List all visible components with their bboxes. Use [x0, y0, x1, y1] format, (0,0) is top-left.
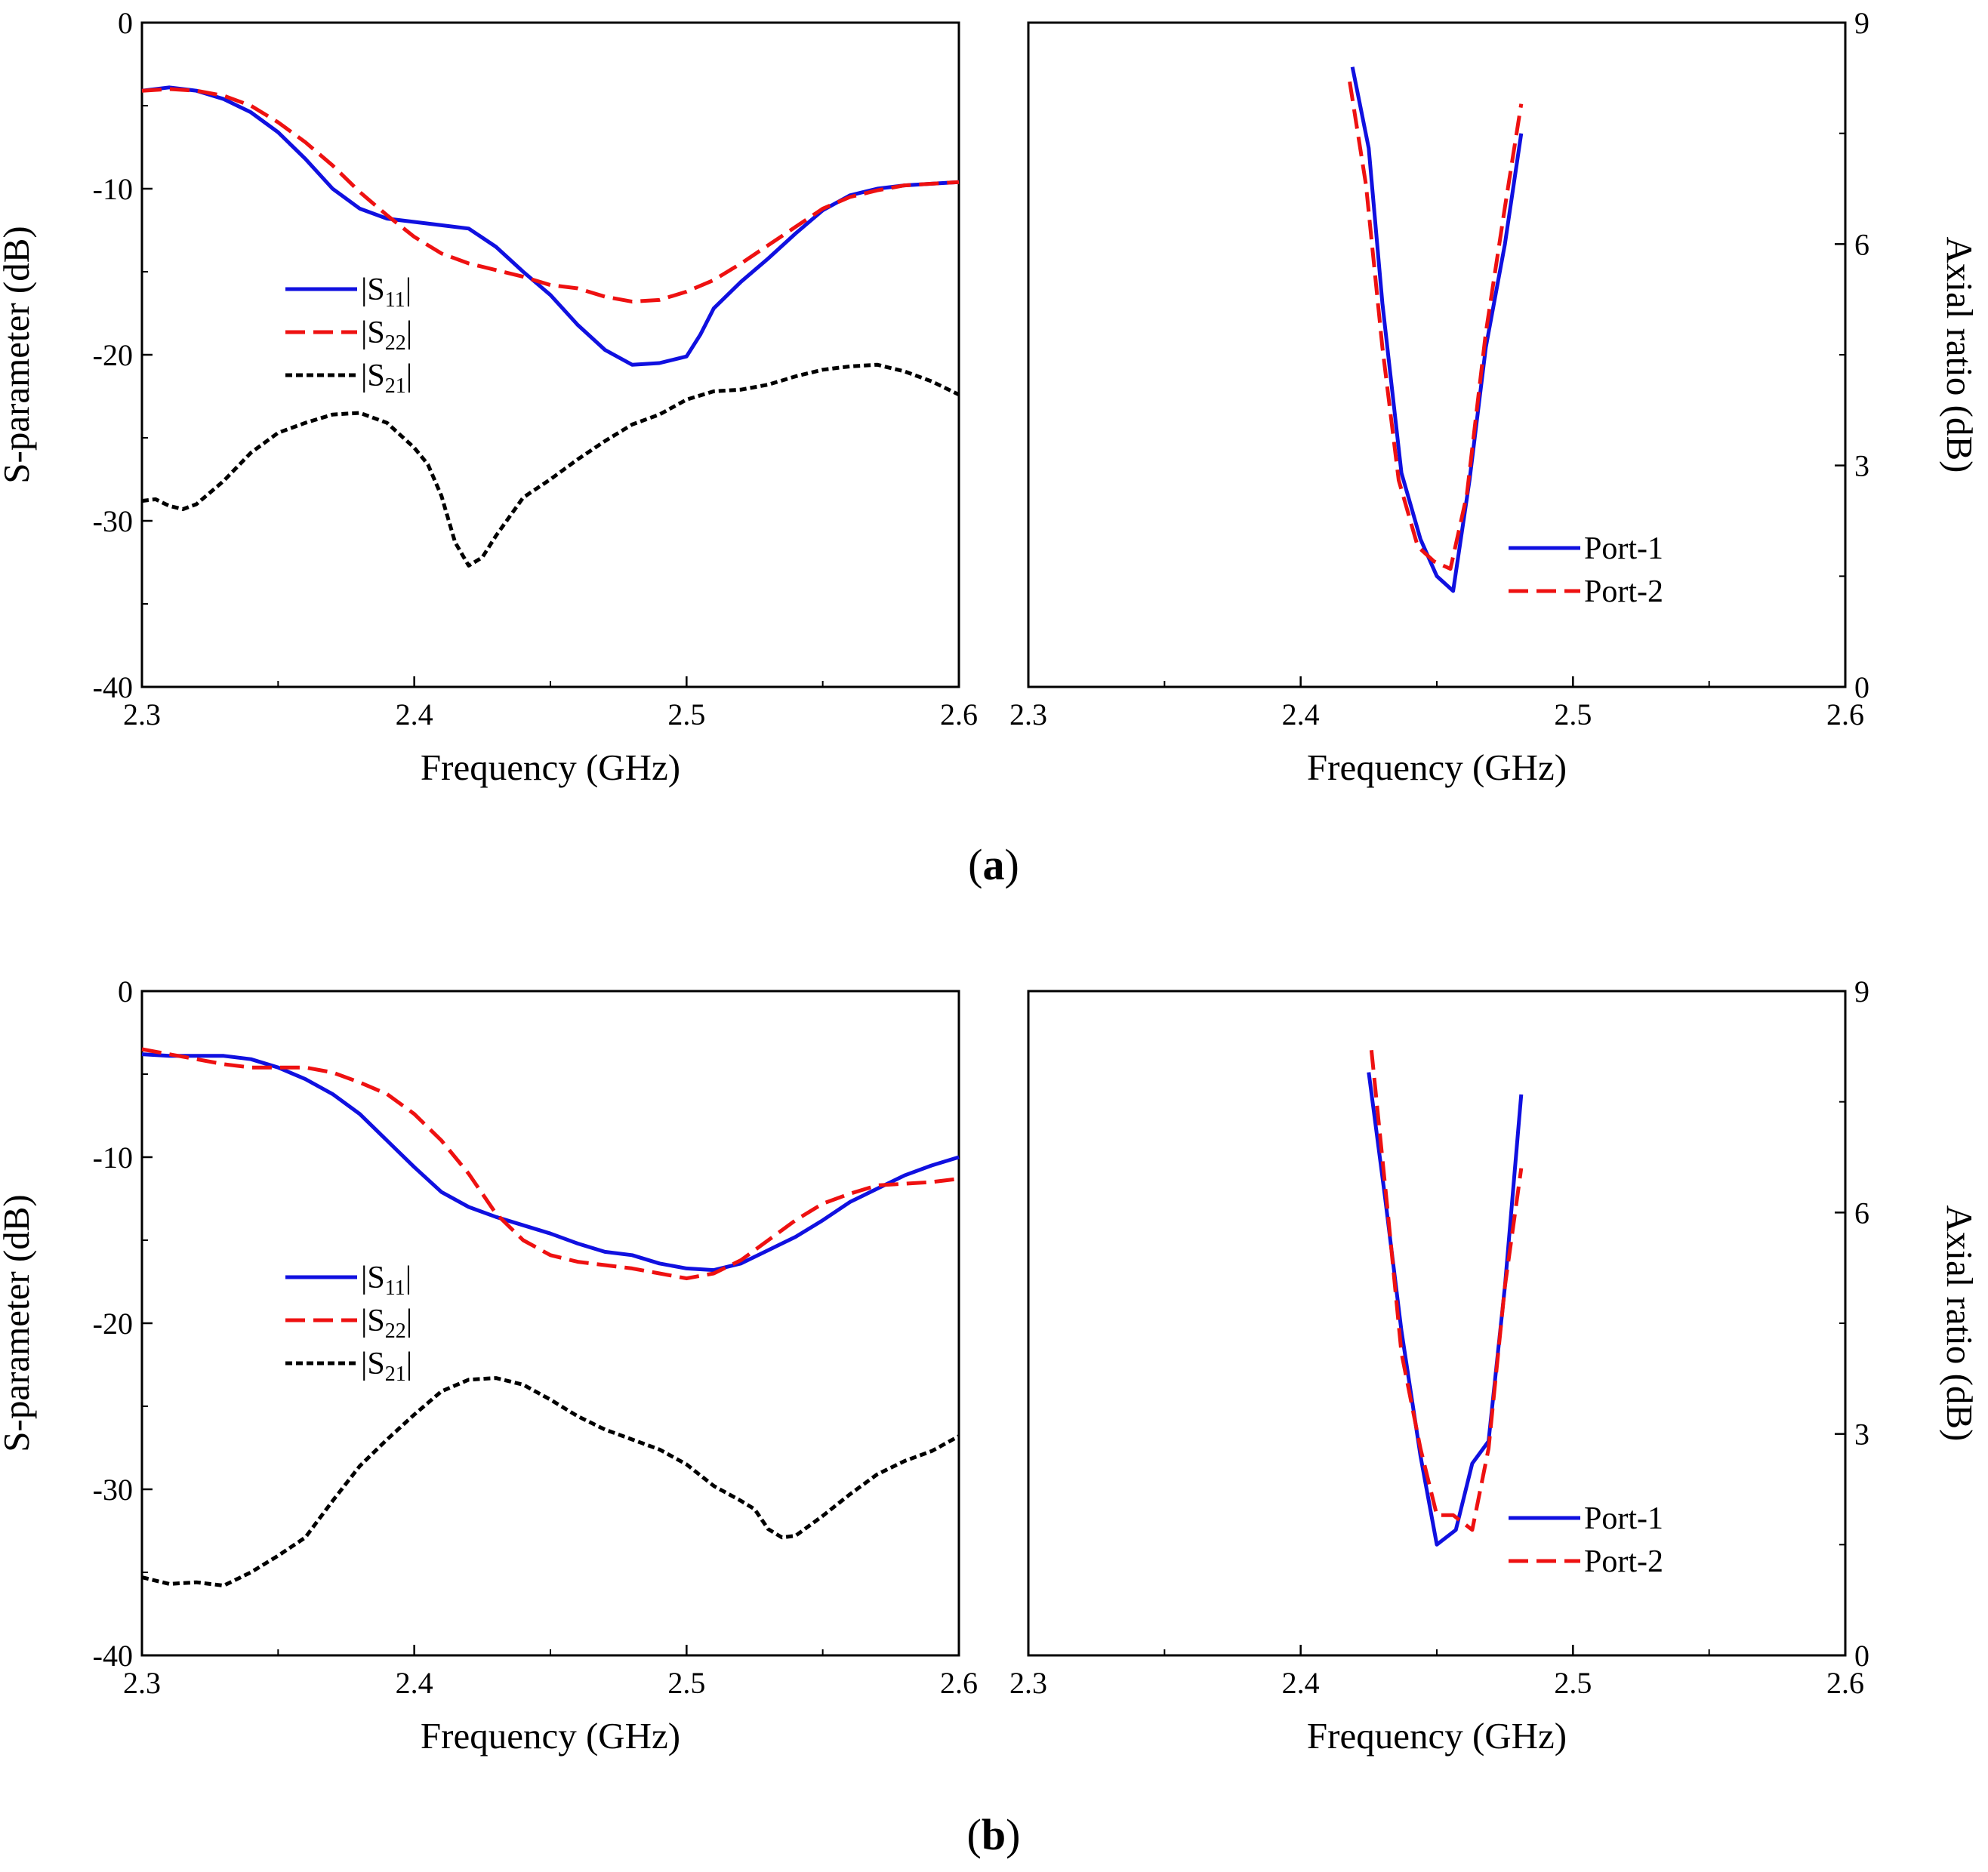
x-tick-label: 2.4: [1282, 697, 1320, 731]
series-line: [1367, 1072, 1524, 1547]
x-axis-title: Frequency (GHz): [1307, 1715, 1567, 1757]
x-tick-label: 2.4: [1282, 1666, 1320, 1700]
series-line: [141, 1376, 960, 1588]
panel-b-axial: 2.3 2.4 2.5 2.60 3 6 9 Frequency (GHz) Axial rat…: [1009, 974, 1980, 1757]
x-tick-label: 2.3: [123, 1666, 161, 1700]
panel-b-sparam: 2.3 2.4 2.5 2.6 0 -10 -20 -30 -40 Frequency (GHz)…: [0, 974, 978, 1757]
y-axis-title: S-parameter (dB): [0, 226, 37, 484]
x-axis-title: Frequency (GHz): [421, 1715, 680, 1757]
y-tick-label: 6: [1854, 227, 1869, 261]
plot-frame: [140, 990, 960, 1657]
x-tick-label: 2.3: [1009, 1666, 1047, 1700]
y-tick-label: 0: [118, 974, 133, 1008]
x-tick-label: 2.3: [1009, 697, 1047, 731]
x-axis-title: Frequency (GHz): [1307, 747, 1567, 788]
legend-label: |S11|: [361, 272, 411, 312]
x-tick-label: 2.4: [396, 697, 433, 731]
y-tick-label: -20: [93, 1307, 133, 1341]
y-tick-label: 9: [1854, 974, 1869, 1008]
panel-label-b: (b): [967, 1810, 1021, 1859]
panel-a-axial: 2.3 2.4 2.5 2.60 3 6 9 Frequency (GHz) Axial rat…: [1009, 6, 1980, 788]
y-tick-label: -10: [93, 1141, 133, 1175]
y-tick-label: 3: [1854, 449, 1869, 483]
x-tick-label: 2.6: [940, 697, 978, 731]
legend-label: |S21|: [361, 359, 412, 398]
y-tick-label: -10: [93, 172, 133, 206]
x-tick-label: 2.6: [1826, 697, 1864, 731]
y-tick-label: -20: [93, 338, 133, 372]
legend-label: Port-1: [1584, 1501, 1663, 1536]
x-tick-label: 2.5: [667, 1666, 705, 1700]
x-tick-label: 2.5: [667, 697, 705, 731]
x-tick-label: 2.4: [396, 1666, 433, 1700]
series-line: [1348, 81, 1524, 571]
y-axis-title: Axial ratio (dB): [1939, 237, 1980, 473]
series-line: [141, 362, 960, 568]
y-tick-label: -30: [93, 504, 133, 538]
y-axis-title: Axial ratio (dB): [1939, 1205, 1980, 1442]
legend-label: Port-2: [1584, 1544, 1663, 1579]
legend-label: |S11|: [361, 1261, 411, 1300]
x-tick-label: 2.5: [1554, 1666, 1592, 1700]
series-line: [1350, 66, 1524, 593]
y-tick-label: 9: [1854, 6, 1869, 40]
series-line: [1369, 1049, 1524, 1532]
legend-label: |S22|: [361, 316, 412, 355]
y-tick-label: -30: [93, 1473, 133, 1507]
legend-label: |S21|: [361, 1347, 412, 1386]
y-axis-title: S-parameter (dB): [0, 1194, 37, 1452]
x-tick-label: 2.6: [1826, 1666, 1864, 1700]
y-tick-label: 3: [1854, 1418, 1869, 1452]
x-axis-title: Frequency (GHz): [421, 747, 680, 788]
panel-a-sparam: 2.3 2.4 2.5 2.6 0 -10 -20 -30 -40 Frequency (GHz)…: [0, 6, 978, 788]
legend-label: Port-2: [1584, 574, 1663, 609]
x-tick-label: 2.6: [940, 1666, 978, 1700]
series-line: [141, 1047, 960, 1281]
panel-label-a: (a): [968, 840, 1019, 889]
series-line: [141, 85, 960, 367]
y-tick-label: 0: [1854, 1639, 1869, 1673]
series-line: [141, 87, 960, 304]
plot-frame: [1027, 21, 1847, 688]
y-tick-label: 0: [118, 6, 133, 40]
y-tick-label: 6: [1854, 1196, 1869, 1230]
y-tick-label: 0: [1854, 670, 1869, 704]
plot-frame: [1027, 990, 1847, 1657]
y-tick-label: -40: [93, 1639, 133, 1673]
x-tick-label: 2.5: [1554, 697, 1592, 731]
y-tick-label: -40: [93, 670, 133, 704]
legend-label: Port-1: [1584, 531, 1663, 566]
series-line: [141, 1052, 960, 1273]
x-tick-label: 2.3: [123, 697, 161, 731]
legend-label: |S22|: [361, 1304, 412, 1343]
